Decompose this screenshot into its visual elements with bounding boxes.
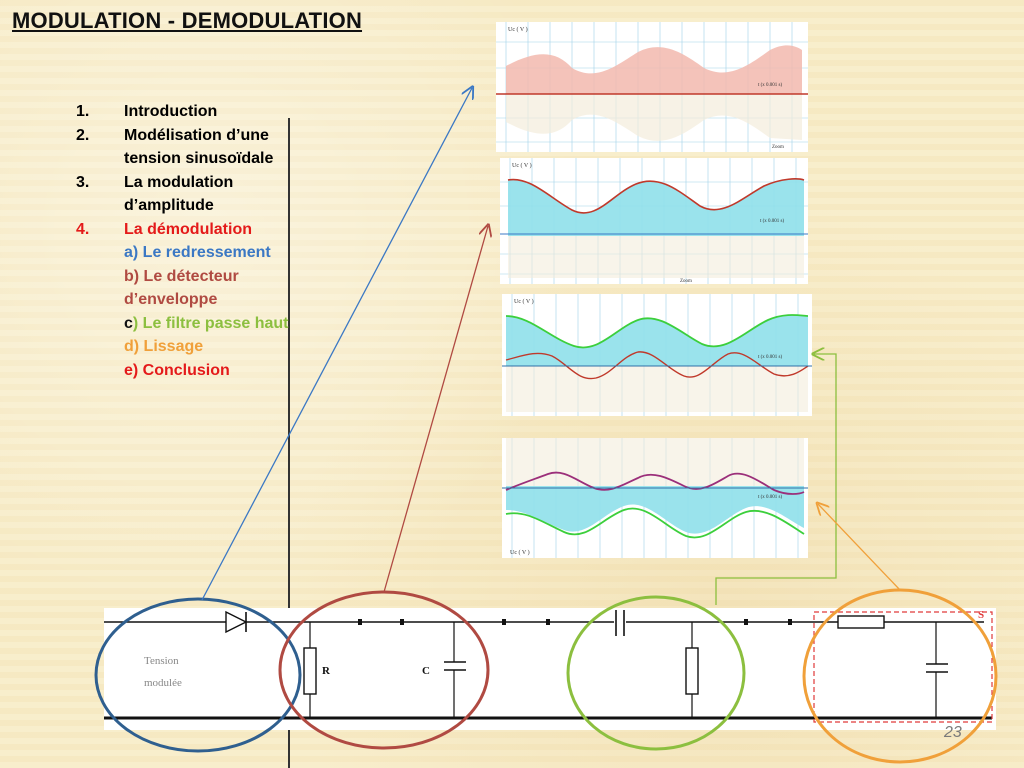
scope-rectified: Uc ( V ) t (x 0.001 s) Zoom	[496, 22, 808, 152]
outline-item-4: 4. La démodulation	[76, 218, 326, 242]
output-s-label: S	[978, 609, 984, 621]
lower-ghost	[506, 366, 808, 412]
input-label-line1: Tension	[144, 655, 179, 667]
y-axis-label: Uc ( V )	[508, 26, 528, 33]
sub-letter: c	[124, 314, 133, 332]
y-axis-label: Uc ( V )	[512, 162, 532, 169]
page-number: 23	[944, 724, 962, 741]
x-axis-label: t (x 0.001 s)	[760, 219, 785, 224]
sub-item-c: c) Le filtre passe haut	[76, 312, 326, 336]
x-axis-label: t (x 0.001 s)	[758, 355, 783, 360]
sub-letter: b)	[124, 267, 140, 285]
sub-text: Lissage	[139, 338, 204, 355]
outline-text: La démodulation	[124, 220, 252, 238]
sub-text: ) Le filtre passe haut	[132, 314, 289, 332]
input-label-line2: modulée	[144, 677, 182, 689]
sub-item-d: d) Lissage	[76, 335, 326, 359]
outline-number: 3.	[76, 173, 90, 191]
envelope-curve	[507, 178, 805, 214]
lower-ghost	[508, 236, 804, 278]
zoom-label: Zoom	[680, 279, 692, 284]
sub-text: Conclusion	[138, 361, 230, 379]
upper-ghost	[506, 438, 804, 486]
sub-letter: e)	[124, 361, 139, 379]
sub-item-e: e) Conclusion	[76, 359, 326, 383]
outline-list: 1. Introduction 2. Modélisation d’une te…	[76, 100, 326, 382]
outline-item-3: 3. La modulation d’amplitude	[76, 171, 326, 218]
x-axis-label: t (x 0.001 s)	[758, 495, 783, 500]
outline-item-2: 2. Modélisation d’une tension sinusoïdal…	[76, 124, 326, 171]
diode-symbol	[225, 610, 248, 634]
scope-smoothing: Uc ( V ) t (x 0.001 s)	[502, 438, 808, 558]
sub-text: Le détecteur d’enveloppe	[124, 267, 239, 309]
outline-item-1: 1. Introduction	[76, 100, 326, 124]
circuit-schematic: R C S Tension modulée	[104, 608, 996, 730]
outline-number: 4.	[76, 220, 90, 238]
rectified-envelope-fill	[506, 45, 802, 94]
sub-text: Le redressement	[138, 244, 271, 261]
lower-envelope-ghost	[506, 94, 802, 141]
outline-number: 1.	[76, 103, 90, 120]
resistor-highpass	[685, 647, 699, 695]
envelope-fill	[508, 178, 804, 236]
sub-item-a: a) Le redressement	[76, 241, 326, 265]
y-axis-label: Uc ( V )	[510, 549, 530, 556]
arrow-smoothing	[818, 504, 901, 591]
x-axis-label: t (x 0.001 s)	[758, 83, 783, 88]
capacitor-label: C	[422, 665, 430, 677]
arrow-envelope	[383, 226, 488, 593]
resistor-r	[303, 647, 317, 695]
slide-title: MODULATION - DEMODULATION	[12, 8, 363, 33]
y-axis-label: Uc ( V )	[514, 298, 534, 305]
outline-text: La modulation d’amplitude	[124, 173, 234, 215]
scope-highpass: Uc ( V ) t (x 0.001 s)	[502, 294, 812, 416]
scope-envelope: Uc ( V ) t (x 0.001 s) Zoom	[500, 158, 808, 284]
green-envelope	[505, 314, 809, 349]
resistor-label: R	[322, 665, 331, 677]
resistor-series	[837, 615, 885, 629]
outline-text: Modélisation d’une tension sinusoïdale	[124, 126, 274, 168]
outline-number: 2.	[76, 126, 90, 144]
zoom-label: Zoom	[772, 145, 784, 150]
sub-letter: a)	[124, 244, 139, 261]
sub-letter: d)	[124, 338, 140, 355]
outline-text: Introduction	[124, 103, 218, 120]
sub-item-b: b) Le détecteur d’enveloppe	[76, 265, 326, 312]
